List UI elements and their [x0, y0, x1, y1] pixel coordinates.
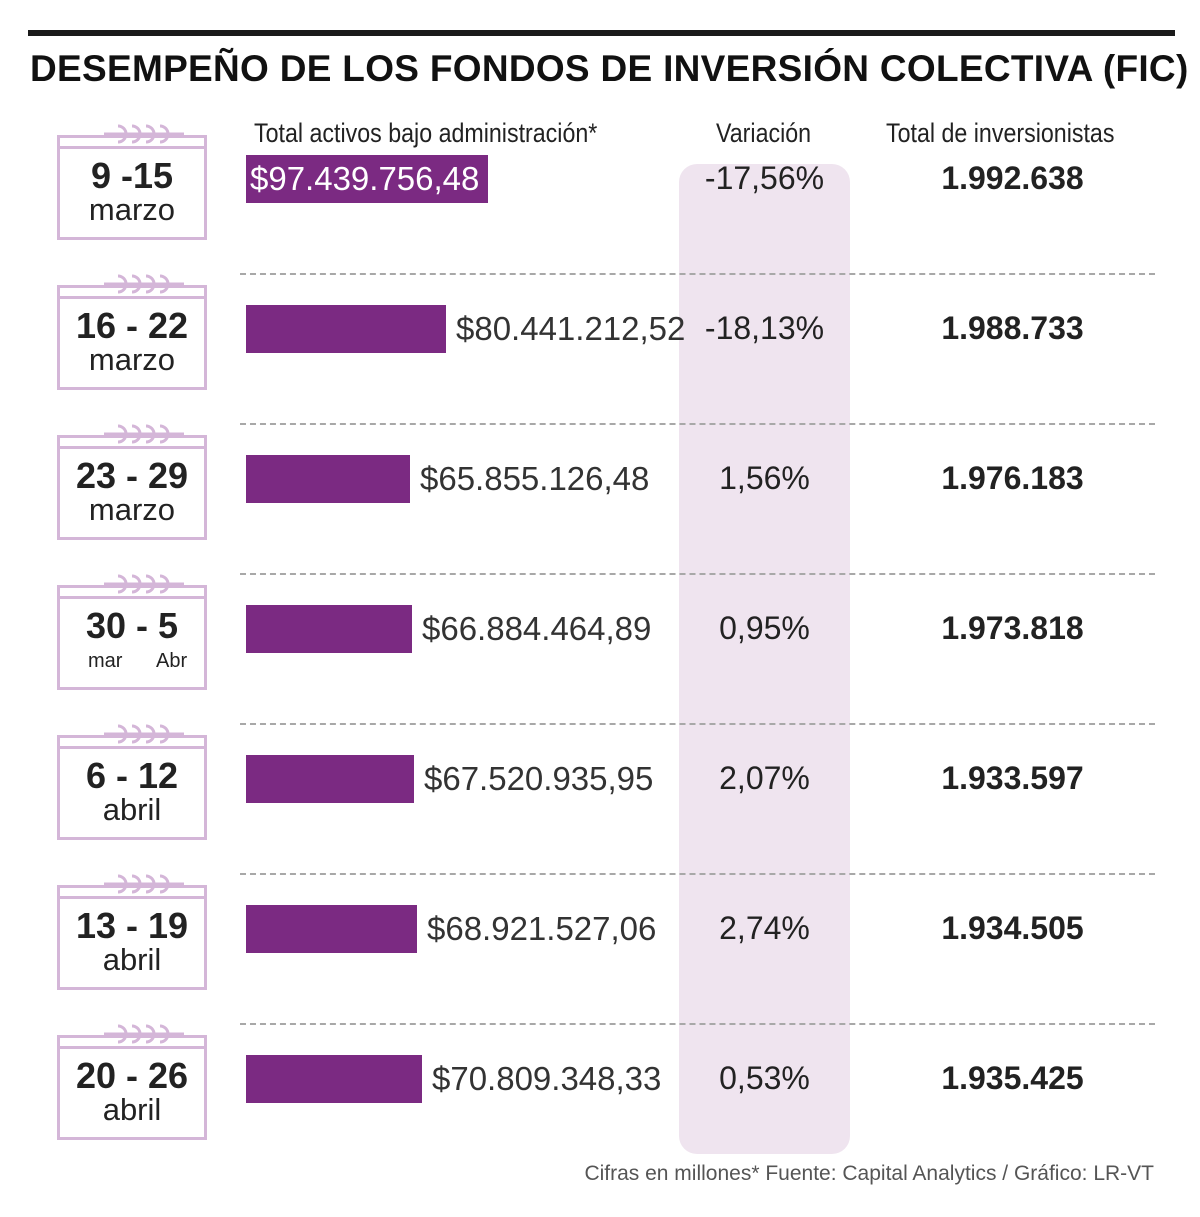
table-row: 13 - 19 abril $68.921.527,06 2,74% 1.934.505 — [0, 870, 1200, 1020]
asset-bar — [246, 905, 417, 953]
investors-value: 1.976.183 — [941, 460, 1084, 496]
asset-value-label: $65.855.126,48 — [420, 460, 650, 497]
asset-value-label: $80.441.212,52 — [456, 310, 686, 347]
calendar-month: marzo — [88, 192, 176, 227]
calendar-icon: 6 - 12 abril — [57, 724, 207, 840]
calendar-rings-icon — [104, 724, 184, 744]
variation-value: -18,13% — [704, 310, 825, 346]
asset-bar — [246, 455, 410, 503]
calendar-month-end: Abr — [156, 650, 188, 672]
asset-value-label: $68.921.527,06 — [427, 910, 657, 947]
variation-value: 1,56% — [719, 460, 810, 496]
calendar-days: 16 - 22 — [75, 305, 189, 346]
calendar-icon: 20 - 26 abril — [57, 1024, 207, 1140]
asset-bar — [246, 755, 414, 803]
investors-value: 1.992.638 — [941, 160, 1084, 196]
asset-bar — [246, 1055, 422, 1103]
asset-value-label: $97.439.756,48 — [250, 160, 480, 197]
calendar-days: 20 - 26 — [75, 1055, 189, 1096]
row-divider — [240, 573, 1155, 575]
calendar-days: 13 - 19 — [75, 905, 189, 946]
variation-value: 0,95% — [719, 610, 810, 646]
variation-value: 2,74% — [719, 910, 810, 946]
asset-value-label: $70.809.348,33 — [432, 1060, 662, 1097]
table-row: 6 - 12 abril $67.520.935,95 2,07% 1.933.597 — [0, 720, 1200, 870]
calendar-days: 9 -15 — [90, 155, 174, 196]
top-rule — [28, 30, 1175, 36]
calendar-days: 30 - 5 — [85, 605, 179, 646]
variation-value: 2,07% — [719, 760, 810, 796]
row-divider — [240, 873, 1155, 875]
row-divider — [240, 423, 1155, 425]
investors-value: 1.933.597 — [941, 760, 1084, 796]
calendar-rings-icon — [104, 274, 184, 294]
asset-bar — [246, 155, 488, 203]
investors-value: 1.973.818 — [941, 610, 1084, 646]
calendar-rings-icon — [104, 1024, 184, 1044]
row-divider — [240, 723, 1155, 725]
asset-value-label: $67.520.935,95 — [424, 760, 654, 797]
calendar-rings-icon — [104, 424, 184, 444]
footer-source: Cifras en millones* Fuente: Capital Anal… — [584, 1162, 1154, 1185]
calendar-month: marzo — [88, 342, 176, 377]
calendar-rings-icon — [104, 124, 184, 144]
calendar-rings-icon — [104, 574, 184, 594]
variation-panel — [679, 164, 850, 1154]
table-row: 30 - 5 mar Abr $66.884.464,89 0,95% 1.973.818 — [0, 570, 1200, 720]
row-divider — [240, 273, 1155, 275]
table-row: 9 -15 marzo $97.439.756,48 -17,56% 1.992.638 — [0, 120, 1200, 270]
row-divider — [240, 1023, 1155, 1025]
asset-bar — [246, 605, 412, 653]
calendar-month-start: mar — [88, 650, 123, 672]
chart-title: DESEMPEÑO DE LOS FONDOS DE INVERSIÓN COL… — [30, 48, 1189, 89]
table-row: 20 - 26 abril $70.809.348,33 0,53% 1.935.425 — [0, 1020, 1200, 1170]
investors-value: 1.988.733 — [941, 310, 1084, 346]
calendar-icon: 13 - 19 abril — [57, 874, 207, 990]
calendar-rings-icon — [104, 874, 184, 894]
calendar-month: abril — [102, 942, 162, 977]
calendar-days: 23 - 29 — [75, 455, 189, 496]
header-assets: Total activos bajo administración* — [254, 118, 598, 148]
investors-value: 1.935.425 — [941, 1060, 1084, 1096]
investors-value: 1.934.505 — [941, 910, 1084, 946]
calendar-icon: 16 - 22 marzo — [57, 274, 207, 390]
table-row: 23 - 29 marzo $65.855.126,48 1,56% 1.976.183 — [0, 420, 1200, 570]
calendar-month: marzo — [88, 492, 176, 527]
calendar-icon: 9 -15 marzo — [57, 124, 207, 240]
header-investors: Total de inversionistas — [886, 118, 1115, 148]
calendar-icon: 23 - 29 marzo — [57, 424, 207, 540]
variation-value: 0,53% — [719, 1060, 810, 1096]
calendar-days: 6 - 12 — [85, 755, 179, 796]
calendar-icon: 30 - 5 mar Abr — [57, 574, 207, 690]
calendar-month: abril — [102, 1092, 162, 1127]
table-row: 16 - 22 marzo $80.441.212,52 -18,13% 1.988.7… — [0, 270, 1200, 420]
asset-bar — [246, 305, 446, 353]
calendar-month: abril — [102, 792, 162, 827]
header-variation: Variación — [716, 118, 812, 148]
variation-value: -17,56% — [704, 160, 825, 196]
asset-value-label: $66.884.464,89 — [422, 610, 652, 647]
